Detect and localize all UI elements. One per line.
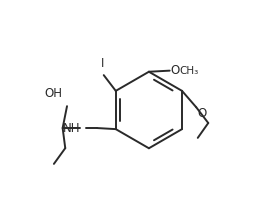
Text: I: I bbox=[101, 57, 105, 70]
Text: CH₃: CH₃ bbox=[179, 66, 199, 76]
Text: NH: NH bbox=[63, 121, 81, 135]
Text: O: O bbox=[197, 107, 206, 120]
Text: OH: OH bbox=[45, 87, 63, 100]
Text: O: O bbox=[171, 64, 180, 77]
